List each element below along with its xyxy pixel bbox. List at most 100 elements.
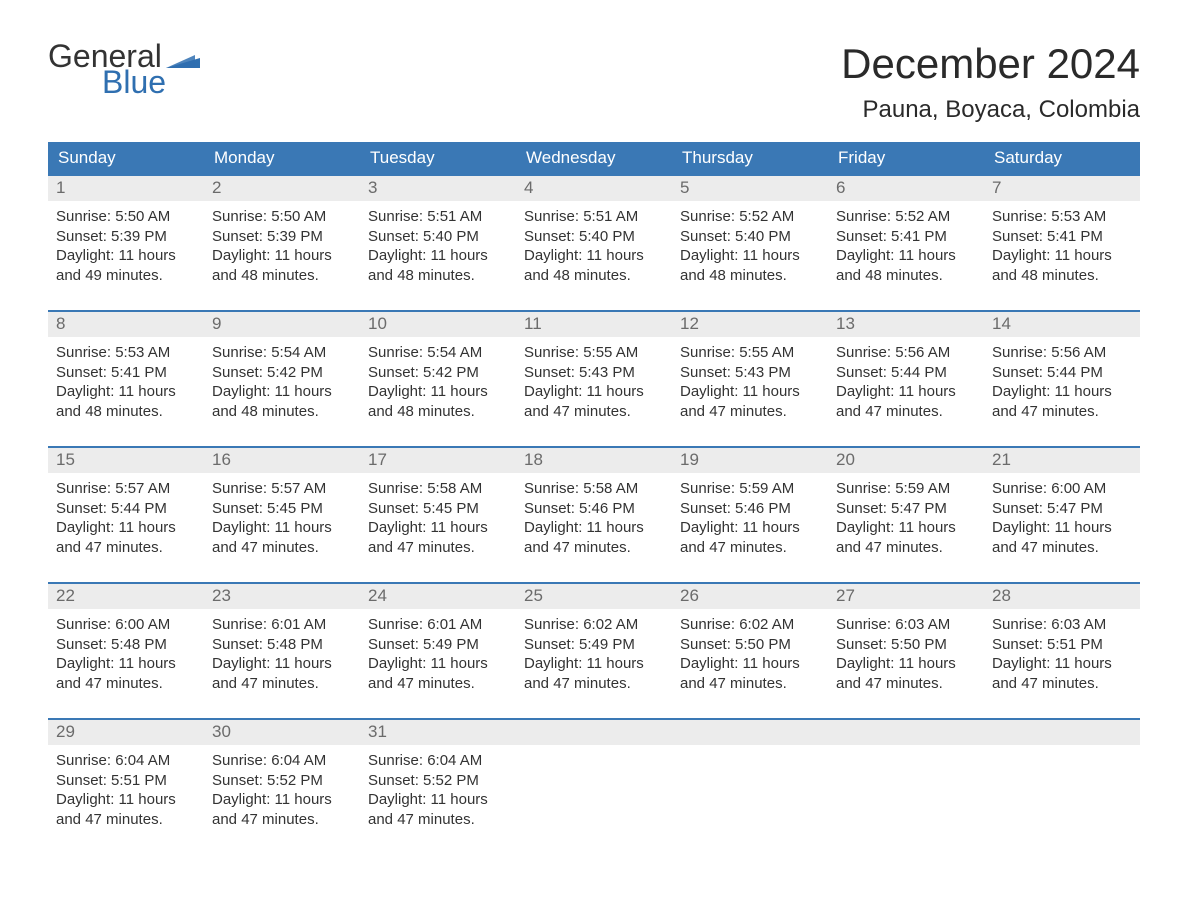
daylight-line-2: and 48 minutes. — [836, 266, 976, 286]
day-cell: 29Sunrise: 6:04 AMSunset: 5:51 PMDayligh… — [48, 720, 204, 840]
location-subtitle: Pauna, Boyaca, Colombia — [841, 96, 1140, 124]
sunset-line: Sunset: 5:52 PM — [212, 771, 352, 791]
daylight-line-2: and 47 minutes. — [212, 810, 352, 830]
sunrise-line: Sunrise: 5:58 AM — [368, 479, 508, 499]
daylight-line-2: and 49 minutes. — [56, 266, 196, 286]
daylight-line-1: Daylight: 11 hours — [212, 518, 352, 538]
day-body: Sunrise: 5:55 AMSunset: 5:43 PMDaylight:… — [672, 337, 828, 425]
day-cell: 14Sunrise: 5:56 AMSunset: 5:44 PMDayligh… — [984, 312, 1140, 432]
daylight-line-1: Daylight: 11 hours — [680, 518, 820, 538]
daylight-line-2: and 47 minutes. — [992, 402, 1132, 422]
sunrise-line: Sunrise: 5:56 AM — [992, 343, 1132, 363]
day-body: Sunrise: 5:59 AMSunset: 5:47 PMDaylight:… — [828, 473, 984, 561]
week-row: 1Sunrise: 5:50 AMSunset: 5:39 PMDaylight… — [48, 174, 1140, 296]
dow-cell: Thursday — [672, 142, 828, 174]
day-body: Sunrise: 5:56 AMSunset: 5:44 PMDaylight:… — [828, 337, 984, 425]
day-number: 2 — [204, 176, 360, 201]
sunset-line: Sunset: 5:41 PM — [56, 363, 196, 383]
day-number — [672, 720, 828, 745]
daylight-line-2: and 47 minutes. — [836, 674, 976, 694]
sunrise-line: Sunrise: 5:51 AM — [524, 207, 664, 227]
daylight-line-1: Daylight: 11 hours — [368, 382, 508, 402]
day-number: 22 — [48, 584, 204, 609]
day-number: 4 — [516, 176, 672, 201]
daylight-line-2: and 47 minutes. — [992, 538, 1132, 558]
daylight-line-2: and 48 minutes. — [992, 266, 1132, 286]
daylight-line-1: Daylight: 11 hours — [56, 790, 196, 810]
day-body: Sunrise: 6:01 AMSunset: 5:49 PMDaylight:… — [360, 609, 516, 697]
daylight-line-2: and 48 minutes. — [524, 266, 664, 286]
daylight-line-1: Daylight: 11 hours — [524, 382, 664, 402]
daylight-line-2: and 48 minutes. — [212, 266, 352, 286]
day-number: 21 — [984, 448, 1140, 473]
day-number: 6 — [828, 176, 984, 201]
sunset-line: Sunset: 5:48 PM — [212, 635, 352, 655]
sunset-line: Sunset: 5:46 PM — [680, 499, 820, 519]
daylight-line-1: Daylight: 11 hours — [212, 790, 352, 810]
sunrise-line: Sunrise: 5:56 AM — [836, 343, 976, 363]
logo: General Blue — [48, 40, 200, 98]
day-number: 3 — [360, 176, 516, 201]
sunset-line: Sunset: 5:43 PM — [680, 363, 820, 383]
day-cell — [828, 720, 984, 840]
day-body: Sunrise: 5:57 AMSunset: 5:44 PMDaylight:… — [48, 473, 204, 561]
sunrise-line: Sunrise: 5:53 AM — [992, 207, 1132, 227]
day-cell: 26Sunrise: 6:02 AMSunset: 5:50 PMDayligh… — [672, 584, 828, 704]
sunset-line: Sunset: 5:51 PM — [992, 635, 1132, 655]
day-number: 26 — [672, 584, 828, 609]
day-number: 8 — [48, 312, 204, 337]
daylight-line-1: Daylight: 11 hours — [992, 518, 1132, 538]
day-body: Sunrise: 5:57 AMSunset: 5:45 PMDaylight:… — [204, 473, 360, 561]
day-number: 14 — [984, 312, 1140, 337]
day-body: Sunrise: 6:04 AMSunset: 5:51 PMDaylight:… — [48, 745, 204, 833]
daylight-line-2: and 47 minutes. — [524, 538, 664, 558]
day-cell: 9Sunrise: 5:54 AMSunset: 5:42 PMDaylight… — [204, 312, 360, 432]
sunset-line: Sunset: 5:43 PM — [524, 363, 664, 383]
day-cell: 21Sunrise: 6:00 AMSunset: 5:47 PMDayligh… — [984, 448, 1140, 568]
sunrise-line: Sunrise: 5:57 AM — [212, 479, 352, 499]
day-body: Sunrise: 5:54 AMSunset: 5:42 PMDaylight:… — [360, 337, 516, 425]
day-number: 23 — [204, 584, 360, 609]
sunset-line: Sunset: 5:49 PM — [368, 635, 508, 655]
day-number: 27 — [828, 584, 984, 609]
daylight-line-1: Daylight: 11 hours — [56, 246, 196, 266]
daylight-line-2: and 47 minutes. — [836, 402, 976, 422]
day-number: 12 — [672, 312, 828, 337]
sunrise-line: Sunrise: 5:51 AM — [368, 207, 508, 227]
sunrise-line: Sunrise: 5:59 AM — [680, 479, 820, 499]
day-cell: 8Sunrise: 5:53 AMSunset: 5:41 PMDaylight… — [48, 312, 204, 432]
sunrise-line: Sunrise: 6:01 AM — [368, 615, 508, 635]
title-block: December 2024 Pauna, Boyaca, Colombia — [841, 40, 1140, 124]
sunrise-line: Sunrise: 6:03 AM — [836, 615, 976, 635]
dow-cell: Monday — [204, 142, 360, 174]
day-body: Sunrise: 5:52 AMSunset: 5:41 PMDaylight:… — [828, 201, 984, 289]
sunset-line: Sunset: 5:52 PM — [368, 771, 508, 791]
day-number: 11 — [516, 312, 672, 337]
day-number: 5 — [672, 176, 828, 201]
sunset-line: Sunset: 5:42 PM — [368, 363, 508, 383]
daylight-line-2: and 47 minutes. — [368, 538, 508, 558]
day-body: Sunrise: 5:58 AMSunset: 5:45 PMDaylight:… — [360, 473, 516, 561]
sunrise-line: Sunrise: 6:00 AM — [992, 479, 1132, 499]
dow-cell: Saturday — [984, 142, 1140, 174]
day-number: 29 — [48, 720, 204, 745]
day-number: 1 — [48, 176, 204, 201]
daylight-line-2: and 47 minutes. — [56, 538, 196, 558]
day-cell: 12Sunrise: 5:55 AMSunset: 5:43 PMDayligh… — [672, 312, 828, 432]
sunset-line: Sunset: 5:49 PM — [524, 635, 664, 655]
daylight-line-2: and 47 minutes. — [212, 674, 352, 694]
day-number — [516, 720, 672, 745]
day-cell: 19Sunrise: 5:59 AMSunset: 5:46 PMDayligh… — [672, 448, 828, 568]
day-body: Sunrise: 6:04 AMSunset: 5:52 PMDaylight:… — [204, 745, 360, 833]
dow-cell: Friday — [828, 142, 984, 174]
daylight-line-2: and 47 minutes. — [680, 674, 820, 694]
day-number: 20 — [828, 448, 984, 473]
day-number: 13 — [828, 312, 984, 337]
sunrise-line: Sunrise: 5:52 AM — [680, 207, 820, 227]
sunset-line: Sunset: 5:47 PM — [836, 499, 976, 519]
day-number: 9 — [204, 312, 360, 337]
sunrise-line: Sunrise: 6:04 AM — [368, 751, 508, 771]
day-body: Sunrise: 5:56 AMSunset: 5:44 PMDaylight:… — [984, 337, 1140, 425]
week-row: 29Sunrise: 6:04 AMSunset: 5:51 PMDayligh… — [48, 718, 1140, 840]
daylight-line-1: Daylight: 11 hours — [836, 518, 976, 538]
